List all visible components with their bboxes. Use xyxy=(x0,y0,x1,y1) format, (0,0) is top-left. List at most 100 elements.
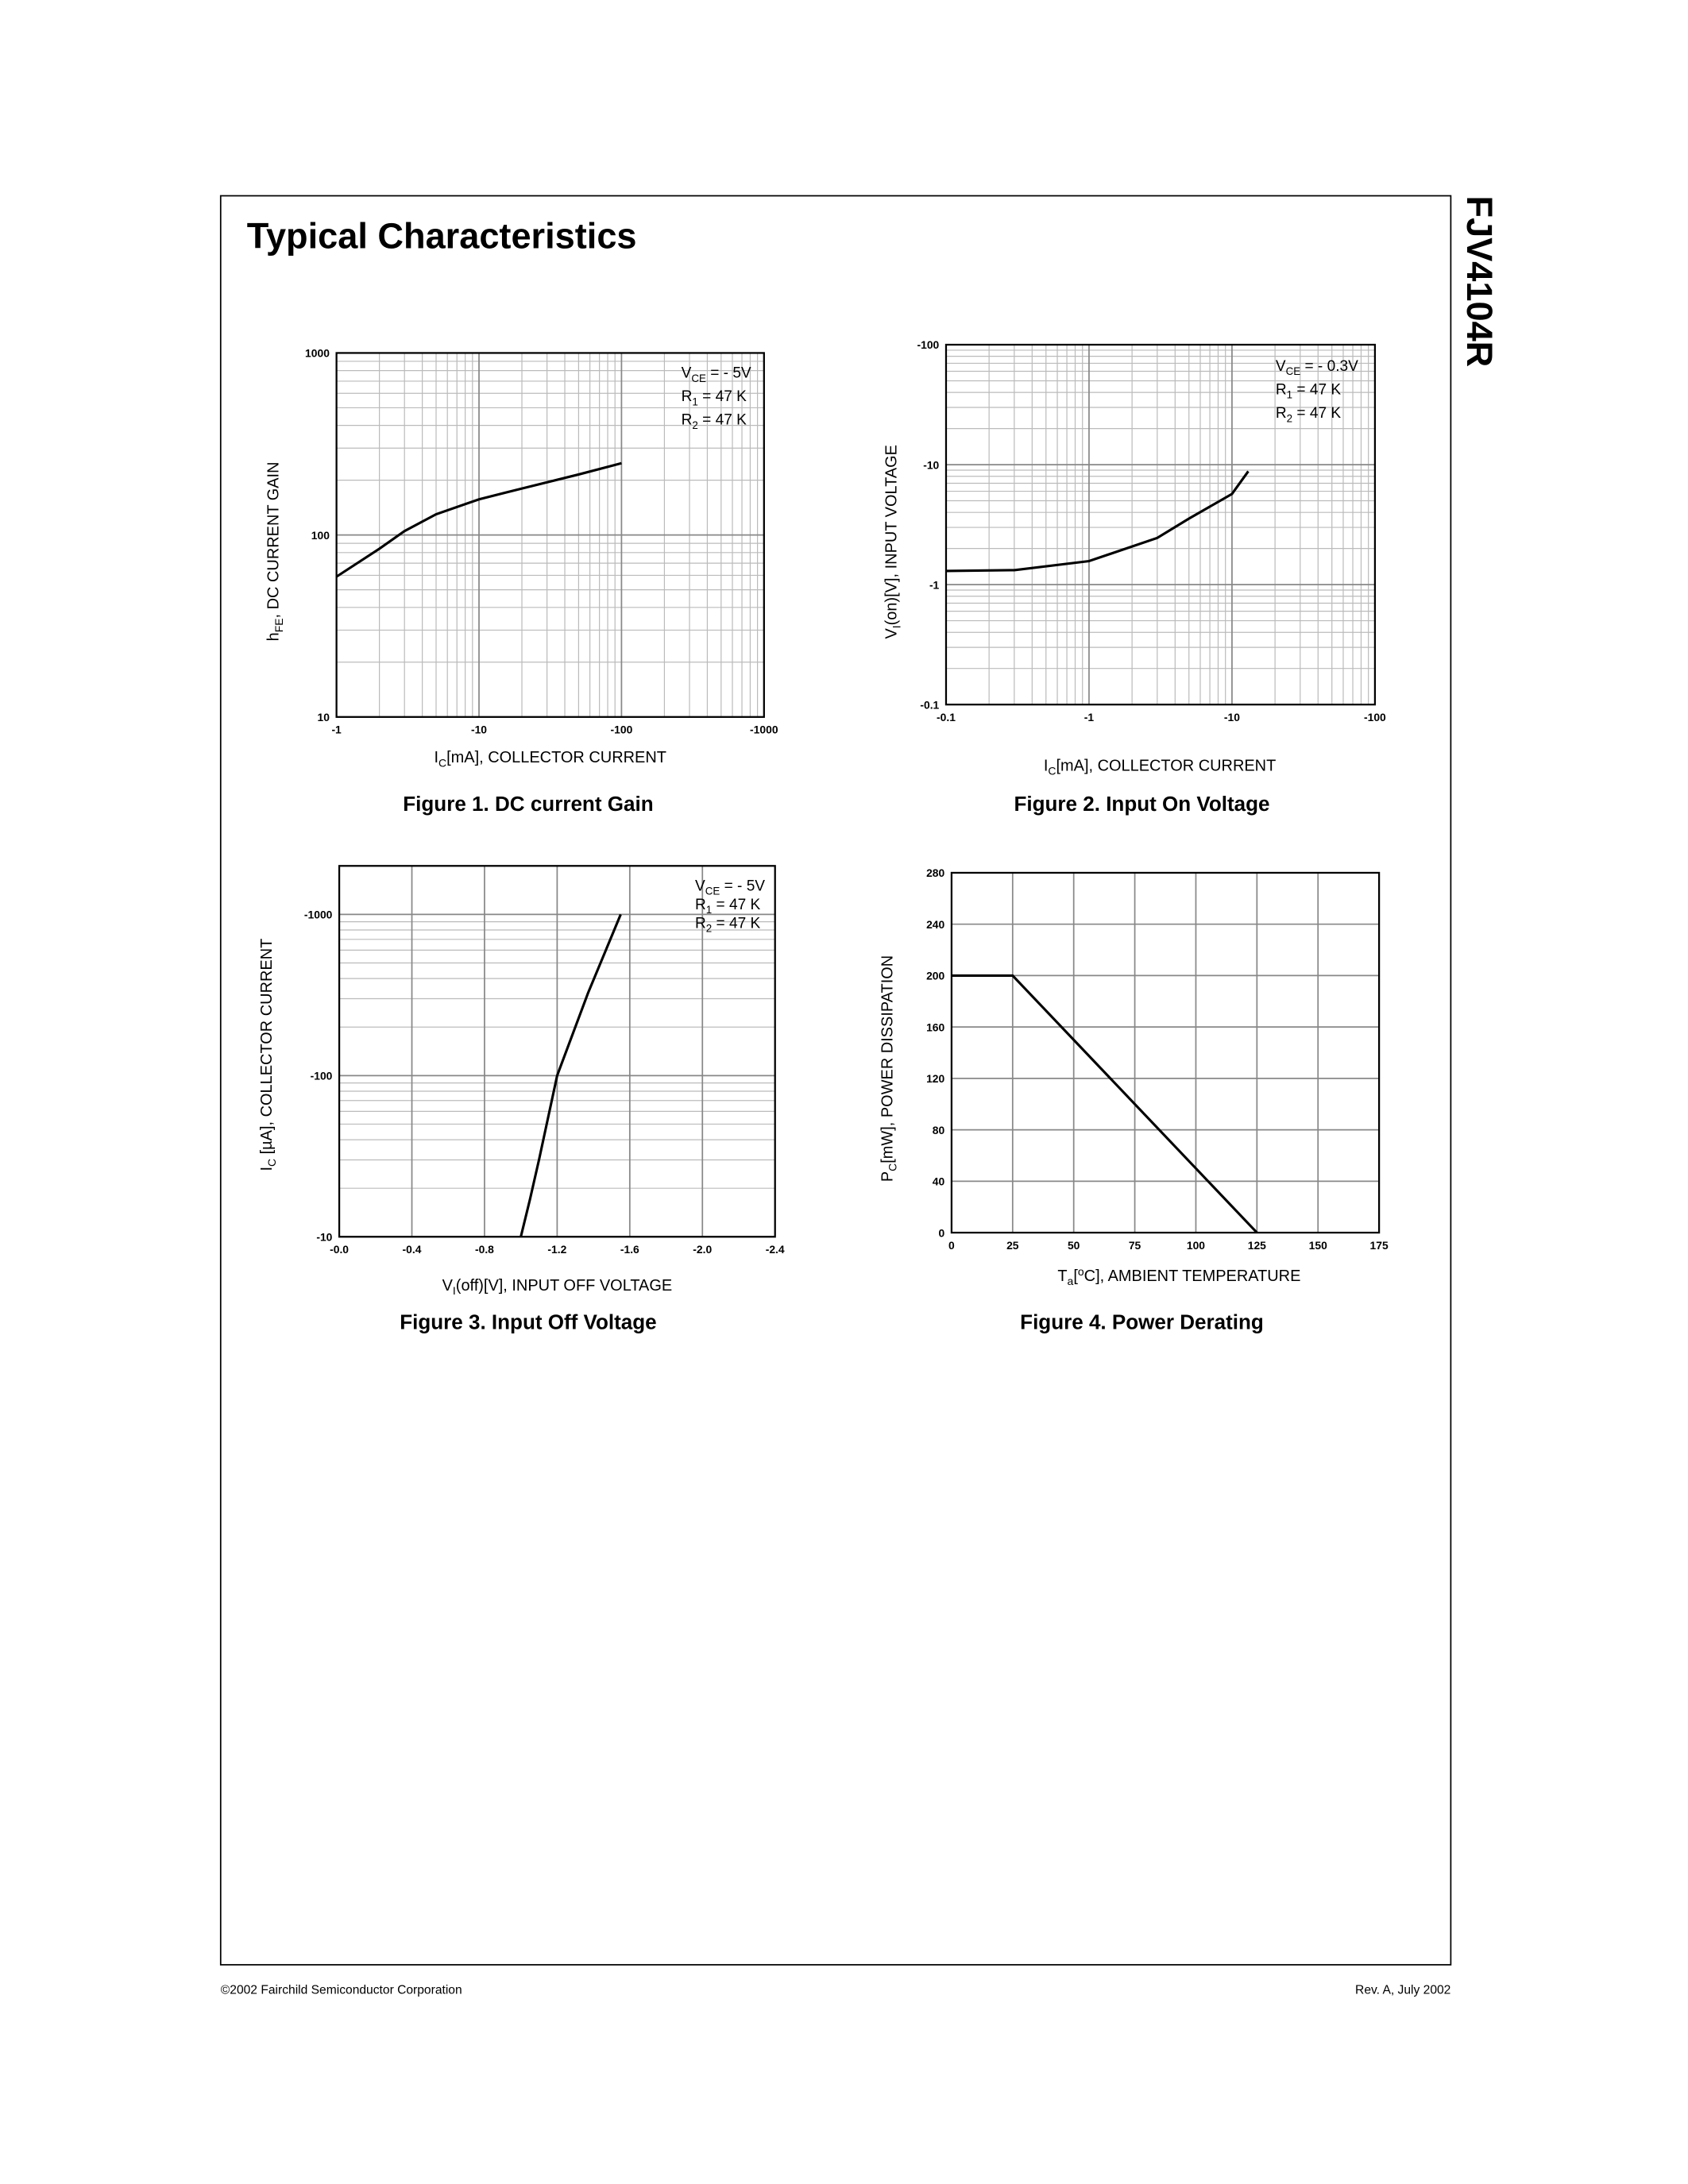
y-axis-label: VI(on)[V], INPUT VOLTAGE xyxy=(883,445,902,639)
y-tick-label: -0.1 xyxy=(920,698,939,711)
x-tick-label: -100 xyxy=(611,723,633,736)
text-run: [mA], COLLECTOR CURRENT xyxy=(446,749,666,766)
plot-frame xyxy=(950,871,1381,1234)
x-tick-label: -1000 xyxy=(750,723,778,736)
y-tick-label: 10 xyxy=(317,711,330,723)
page-title: Typical Characteristics xyxy=(247,215,637,256)
text-run: R xyxy=(1276,382,1287,399)
x-tick-label: -2.0 xyxy=(693,1243,712,1256)
text-run: = 47 K xyxy=(712,897,760,913)
text-run: 2 xyxy=(692,419,697,431)
x-tick-label: -0.8 xyxy=(475,1243,494,1256)
x-tick-label: -1.2 xyxy=(547,1243,566,1256)
text-run: CE xyxy=(705,886,720,897)
text-run: 1 xyxy=(692,396,697,407)
data-line xyxy=(951,974,1258,1234)
figure-caption: Figure 2. Input On Voltage xyxy=(1014,792,1269,816)
figure-caption: Figure 3. Input Off Voltage xyxy=(400,1310,656,1334)
x-tick-label: 150 xyxy=(1309,1239,1327,1252)
data-line xyxy=(945,470,1250,573)
text-run: o xyxy=(1078,1265,1084,1278)
y-tick-label: 100 xyxy=(311,529,330,542)
y-tick-label: -10 xyxy=(923,458,939,471)
text-run: = 47 K xyxy=(1292,382,1341,399)
text-run: I xyxy=(890,625,903,628)
text-run: R xyxy=(682,412,693,429)
y-tick-label: 160 xyxy=(926,1021,944,1033)
x-axis-label: Ta[oC], AMBIENT TEMPERATURE xyxy=(1057,1265,1300,1287)
y-tick-label: -100 xyxy=(311,1070,333,1082)
annotation: R2 = 47 K xyxy=(1276,405,1341,424)
text-run: = - 5V xyxy=(720,878,765,895)
y-axis-label: hFE, DC CURRENT GAIN xyxy=(265,461,285,641)
text-run: I xyxy=(258,1167,276,1171)
text-run: V xyxy=(682,365,692,382)
text-run: = 47 K xyxy=(1292,405,1341,422)
x-tick-label: 0 xyxy=(948,1239,955,1252)
annotation: VCE = - 5V xyxy=(682,365,751,384)
text-run: = 47 K xyxy=(712,915,760,932)
x-tick-label: -10 xyxy=(471,723,487,736)
text-run: R xyxy=(695,897,706,913)
text-run: [mA], COLLECTOR CURRENT xyxy=(1056,757,1276,774)
text-run: C xyxy=(1048,765,1056,778)
footer-right: Rev. A, July 2002 xyxy=(1355,1983,1450,1997)
text-run: = 47 K xyxy=(698,412,747,429)
y-tick-label: -10 xyxy=(316,1230,332,1243)
text-run: I xyxy=(1044,757,1049,774)
text-run: V xyxy=(442,1277,454,1295)
x-tick-label: 125 xyxy=(1248,1239,1266,1252)
x-axis-label: IC[mA], COLLECTOR CURRENT xyxy=(434,749,666,769)
text-run: C xyxy=(886,1163,898,1171)
x-tick-label: -2.4 xyxy=(766,1243,785,1256)
text-run: 1 xyxy=(706,904,712,916)
annotation: R2 = 47 K xyxy=(695,915,760,934)
y-tick-label: 240 xyxy=(926,918,944,931)
x-axis-label: VI(off)[V], INPUT OFF VOLTAGE xyxy=(442,1277,673,1297)
text-run: CE xyxy=(691,372,706,384)
x-axis-label: IC[mA], COLLECTOR CURRENT xyxy=(1044,757,1276,777)
text-run: h xyxy=(265,632,283,641)
annotation: R1 = 47 K xyxy=(695,897,760,916)
plot-frame xyxy=(338,865,776,1238)
plot-frame xyxy=(335,352,765,718)
side-title: FJV4104R xyxy=(1459,196,1500,368)
x-tick-label: 75 xyxy=(1129,1239,1141,1252)
x-tick-label: -0.1 xyxy=(937,711,956,723)
data-line xyxy=(335,461,622,578)
y-tick-label: 120 xyxy=(926,1072,944,1085)
y-tick-label: 0 xyxy=(939,1226,945,1239)
y-tick-label: 280 xyxy=(926,866,944,879)
text-run: FE xyxy=(272,618,285,632)
text-run: = - 0.3V xyxy=(1300,358,1358,375)
text-run: R xyxy=(682,388,693,405)
x-tick-label: -0.4 xyxy=(403,1243,422,1256)
text-run: V xyxy=(1276,358,1286,375)
x-tick-label: -10 xyxy=(1224,711,1240,723)
data-line xyxy=(520,913,622,1237)
text-run: C xyxy=(265,1159,278,1167)
figure-caption: Figure 4. Power Derating xyxy=(1020,1310,1264,1334)
x-tick-label: 25 xyxy=(1006,1239,1019,1252)
x-tick-label: 175 xyxy=(1370,1239,1389,1252)
text-run: 1 xyxy=(1287,389,1292,401)
text-run: [ xyxy=(1073,1268,1078,1285)
text-run: I xyxy=(434,749,438,766)
figure-caption: Figure 1. DC current Gain xyxy=(403,792,653,816)
text-run: R xyxy=(695,915,706,932)
text-run: = 47 K xyxy=(698,388,747,405)
text-run: (off)[V], INPUT OFF VOLTAGE xyxy=(456,1277,672,1295)
annotation: R2 = 47 K xyxy=(682,412,747,431)
page-border xyxy=(219,195,1452,1966)
y-axis-label: IC [µA], COLLECTOR CURRENT xyxy=(258,939,278,1171)
text-run: C], AMBIENT TEMPERATURE xyxy=(1084,1268,1301,1285)
x-tick-label: -1.6 xyxy=(620,1243,639,1256)
x-tick-label: -1 xyxy=(331,723,342,736)
text-run: [mW], POWER DISSIPATION xyxy=(879,955,896,1163)
annotation: R1 = 47 K xyxy=(682,388,747,407)
y-tick-label: -1000 xyxy=(304,909,333,921)
annotation: VCE = - 5V xyxy=(695,878,765,897)
text-run: 2 xyxy=(1287,412,1292,424)
